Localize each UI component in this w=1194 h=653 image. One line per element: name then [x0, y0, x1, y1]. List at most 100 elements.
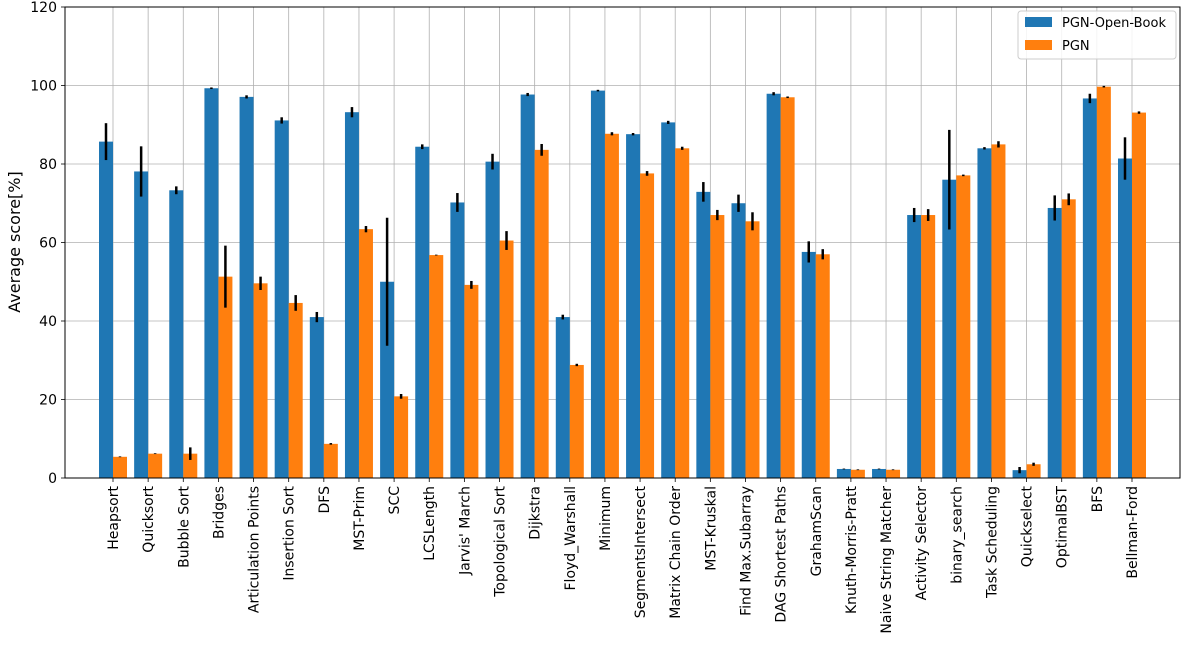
x-tick-label-grahamscan: GrahamScan: [809, 486, 825, 576]
bar-pgn-find-max-subarray: [745, 221, 760, 478]
x-tick-label-minimum: Minimum: [598, 486, 614, 551]
y-tick-label: 120: [30, 0, 57, 16]
bar-pgn-mst-kruskal: [710, 215, 725, 478]
bar-pgn-jarvis-march: [464, 284, 479, 478]
bar-pgn-open-book-heapsort: [99, 141, 113, 478]
bar-pgn-optimalbst: [1061, 199, 1076, 478]
bar-pgn-open-book-bubble-sort: [169, 190, 184, 479]
bar-pgn-open-book-bellman-ford: [1118, 158, 1132, 478]
bar-pgn-mst-prim: [358, 229, 373, 478]
bar-pgn-knuth-morris-pratt: [850, 469, 865, 478]
bar-pgn-dijkstra: [534, 149, 549, 478]
y-tick-label: 80: [39, 157, 57, 173]
x-tick-label-task-scheduling: Task Scheduling: [984, 486, 1000, 599]
x-tick-label-dfs: DFS: [317, 486, 333, 514]
legend-swatch-pgn-open-book: [1025, 17, 1052, 27]
bar-pgn-open-book-grahamscan: [801, 251, 816, 478]
bar-pgn-open-book-task-scheduling: [977, 148, 992, 479]
bar-pgn-heapsort: [113, 456, 127, 478]
x-tick-label-articulation-points: Articulation Points: [247, 486, 263, 613]
x-tick-label-mst-kruskal: MST-Kruskal: [703, 486, 719, 571]
x-tick-label-naive-string-matcher: Naive String Matcher: [879, 486, 895, 634]
bar-pgn-open-book-matrix-chain-order: [661, 122, 676, 479]
x-tick-label-scc: SCC: [387, 486, 403, 515]
bar-pgn-open-book-naive-string-matcher: [872, 468, 887, 478]
x-tick-label-quickselect: Quickselect: [1020, 485, 1036, 567]
bar-pgn-open-book-quickselect: [1012, 470, 1027, 478]
bar-pgn-floyd-warshall: [569, 364, 584, 478]
x-tick-label-quicksort: Quicksort: [141, 486, 157, 553]
y-tick-label: 0: [48, 471, 57, 487]
x-tick-label-jarvis-march: Jarvis' March: [457, 486, 473, 576]
bars: [99, 86, 1146, 479]
bar-pgn-segmentsintersect: [640, 173, 655, 479]
bar-pgn-open-book-dag-shortest-paths: [766, 93, 781, 479]
x-tick-label-heapsort: Heapsort: [106, 485, 122, 549]
error-bars: [104, 85, 1141, 474]
bar-pgn-bridges: [218, 276, 233, 478]
bar-pgn-insertion-sort: [288, 302, 303, 478]
x-tick-label-floyd-warshall: Floyd_Warshall: [563, 486, 579, 591]
bar-pgn-open-book-optimalbst: [1047, 207, 1062, 478]
bar-pgn-open-book-lcslength: [415, 146, 430, 479]
y-axis-label: Average score[%]: [5, 171, 24, 312]
bar-pgn-open-book-scc: [380, 281, 395, 478]
bar-pgn-open-book-quicksort: [134, 171, 149, 478]
x-tick-label-lcslength: LCSLength: [422, 486, 438, 561]
bar-pgn-quickselect: [1026, 464, 1041, 478]
x-tick-label-activity-selector: Activity Selector: [914, 486, 930, 601]
x-tick-label-dag-shortest-paths: DAG Shortest Paths: [774, 486, 790, 623]
bar-pgn-bubble-sort: [183, 453, 198, 478]
x-tick-label-bfs: BFS: [1090, 486, 1106, 512]
x-tick-label-topological-sort: Topological Sort: [493, 486, 509, 598]
bar-pgn-open-book-mst-prim: [344, 112, 359, 478]
x-tick-label-bellman-ford: Bellman-Ford: [1125, 486, 1141, 579]
x-tick-label-mst-prim: MST-Prim: [352, 486, 368, 551]
bar-pgn-open-book-floyd-warshall: [555, 317, 570, 478]
bar-pgn-lcslength: [429, 255, 444, 478]
bar-pgn-dfs: [323, 443, 338, 478]
bar-pgn-open-book-jarvis-march: [450, 202, 465, 478]
x-tick-label-insertion-sort: Insertion Sort: [282, 486, 298, 581]
legend-label-pgn-open-book: PGN-Open-Book: [1062, 16, 1166, 31]
bar-pgn-minimum: [604, 133, 619, 478]
bar-pgn-binary-search: [956, 175, 971, 478]
bar-pgn-open-book-mst-kruskal: [696, 191, 711, 478]
bar-pgn-open-book-find-max-subarray: [731, 203, 746, 478]
x-tick-label-optimalbst: OptimalBST: [1055, 486, 1071, 569]
bar-pgn-open-book-activity-selector: [907, 215, 922, 478]
bar-pgn-open-book-articulation-points: [239, 96, 254, 478]
bar-pgn-bellman-ford: [1132, 112, 1146, 479]
x-tick-label-bridges: Bridges: [211, 486, 227, 539]
x-axis-ticks: Heapsort Quicksort Bubble Sort Bridges Artic…: [106, 478, 1141, 634]
bar-pgn-open-book-insertion-sort: [274, 120, 289, 479]
bar-pgn-open-book-minimum: [590, 90, 605, 478]
x-tick-label-segmentsintersect: SegmentsIntersect: [633, 485, 649, 618]
x-tick-label-find-max-subarray: Find Max.Subarray: [738, 486, 754, 616]
legend-label-pgn: PGN: [1062, 39, 1090, 54]
bar-pgn-open-book-segmentsintersect: [626, 134, 641, 479]
legend-box: [1017, 10, 1177, 60]
legend: PGN-Open-Book PGN: [1017, 10, 1177, 60]
bar-pgn-bfs: [1096, 86, 1111, 479]
bar-pgn-open-book-knuth-morris-pratt: [836, 468, 851, 478]
x-tick-label-matrix-chain-order: Matrix Chain Order: [668, 486, 684, 619]
bar-pgn-activity-selector: [921, 215, 936, 478]
bar-pgn-topological-sort: [499, 240, 514, 478]
bar-pgn-articulation-points: [253, 283, 268, 478]
bar-pgn-open-book-bfs: [1082, 98, 1097, 478]
y-tick-label: 20: [39, 393, 57, 409]
bar-pgn-grahamscan: [815, 254, 830, 478]
bar-pgn-scc: [394, 396, 409, 478]
bar-pgn-open-book-binary-search: [942, 179, 957, 478]
x-tick-label-knuth-morris-pratt: Knuth-Morris-Pratt: [844, 485, 860, 614]
x-tick-label-binary-search: binary_search: [949, 486, 965, 584]
bar-pgn-dag-shortest-paths: [780, 97, 795, 479]
bar-pgn-open-book-bridges: [204, 88, 219, 478]
x-tick-label-dijkstra: Dijkstra: [528, 486, 544, 540]
bar-pgn-open-book-topological-sort: [485, 161, 500, 478]
bar-pgn-task-scheduling: [991, 144, 1006, 478]
bar-pgn-matrix-chain-order: [675, 148, 690, 479]
bar-pgn-naive-string-matcher: [886, 469, 901, 478]
